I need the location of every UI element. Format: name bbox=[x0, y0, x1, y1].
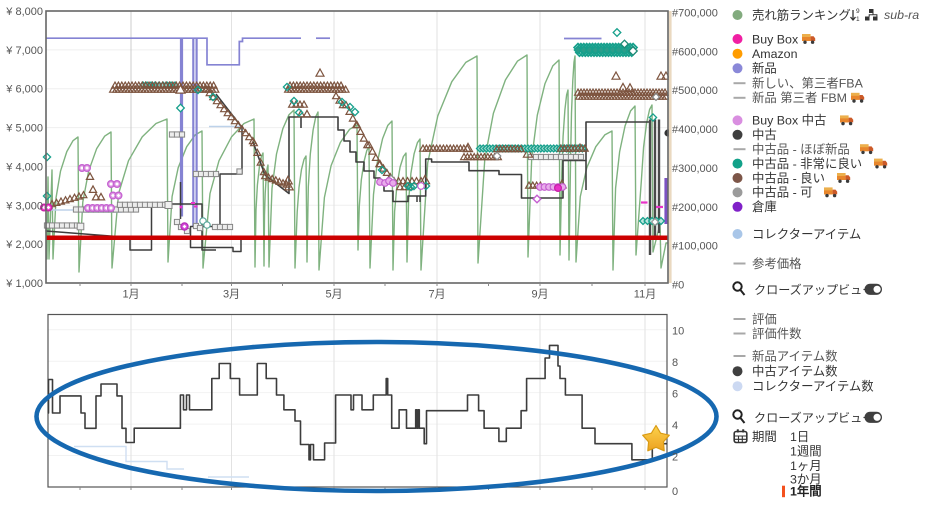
svg-text:9月: 9月 bbox=[531, 289, 548, 301]
svg-text:2: 2 bbox=[672, 452, 678, 464]
svg-text:#500,000: #500,000 bbox=[672, 85, 718, 97]
svg-text:クローズアップビュー: クローズアップビュー bbox=[754, 410, 874, 425]
svg-text:コレクターアイテム: コレクターアイテム bbox=[752, 227, 861, 241]
svg-text:0: 0 bbox=[672, 486, 678, 498]
svg-text:Amazon: Amazon bbox=[752, 47, 798, 61]
svg-text:#300,000: #300,000 bbox=[672, 163, 718, 175]
svg-text:新品アイテム数: 新品アイテム数 bbox=[752, 348, 838, 363]
svg-text:¥ 5,000: ¥ 5,000 bbox=[5, 123, 43, 135]
svg-text:中古品 - ほぼ新品: 中古品 - ほぼ新品 bbox=[752, 142, 850, 157]
svg-text:#700,000: #700,000 bbox=[672, 8, 718, 20]
svg-text:新品: 新品 bbox=[752, 61, 777, 76]
svg-text:期間: 期間 bbox=[752, 430, 777, 444]
svg-text:1日: 1日 bbox=[790, 430, 809, 444]
svg-text:#100,000: #100,000 bbox=[672, 241, 718, 253]
svg-text:#0: #0 bbox=[672, 280, 684, 292]
svg-text:#600,000: #600,000 bbox=[672, 46, 718, 58]
svg-text:コレクターアイテム数: コレクターアイテム数 bbox=[752, 379, 874, 394]
svg-text:Buy Box: Buy Box bbox=[752, 32, 799, 46]
svg-text:新品 第三者 FBM: 新品 第三者 FBM bbox=[752, 90, 847, 105]
svg-text:5月: 5月 bbox=[325, 289, 342, 301]
svg-text:8: 8 bbox=[672, 357, 678, 369]
svg-text:中古: 中古 bbox=[752, 127, 777, 142]
svg-text:4: 4 bbox=[672, 420, 678, 432]
svg-text:評価: 評価 bbox=[752, 311, 777, 326]
svg-text:倉庫: 倉庫 bbox=[752, 199, 777, 214]
svg-text:¥ 3,000: ¥ 3,000 bbox=[5, 200, 43, 212]
svg-text:#200,000: #200,000 bbox=[672, 202, 718, 214]
svg-text:10: 10 bbox=[672, 326, 684, 338]
svg-text:中古品 - 非常に良い: 中古品 - 非常に良い bbox=[752, 156, 862, 171]
svg-text:1: 1 bbox=[856, 16, 860, 23]
svg-text:参考価格: 参考価格 bbox=[752, 256, 802, 271]
svg-text:¥ 7,000: ¥ 7,000 bbox=[5, 45, 43, 57]
svg-text:11月: 11月 bbox=[634, 289, 656, 301]
svg-text:3か月: 3か月 bbox=[790, 473, 822, 487]
svg-text:1ヶ月: 1ヶ月 bbox=[790, 459, 822, 473]
svg-text:クローズアップビュー: クローズアップビュー bbox=[754, 282, 874, 297]
svg-text:¥ 6,000: ¥ 6,000 bbox=[5, 84, 43, 96]
svg-text:#400,000: #400,000 bbox=[672, 124, 718, 136]
svg-text:1月: 1月 bbox=[122, 289, 139, 301]
svg-text:7月: 7月 bbox=[428, 289, 445, 301]
svg-text:¥ 2,000: ¥ 2,000 bbox=[5, 239, 43, 251]
svg-text:¥ 4,000: ¥ 4,000 bbox=[5, 161, 43, 173]
svg-text:新しい、第三者FBA: 新しい、第三者FBA bbox=[752, 76, 864, 91]
svg-text:1年間: 1年間 bbox=[790, 484, 822, 499]
svg-text:sub-ra: sub-ra bbox=[884, 8, 919, 22]
svg-text:9: 9 bbox=[856, 8, 860, 15]
svg-text:¥ 1,000: ¥ 1,000 bbox=[5, 278, 43, 290]
svg-text:評価件数: 評価件数 bbox=[752, 326, 802, 341]
svg-text:中古品 - 良い: 中古品 - 良い bbox=[752, 170, 825, 185]
svg-text:売れ筋ランキング: 売れ筋ランキング bbox=[752, 7, 851, 22]
svg-text:1週間: 1週間 bbox=[790, 445, 822, 459]
svg-text:中古アイテム数: 中古アイテム数 bbox=[752, 364, 838, 379]
svg-text:¥ 8,000: ¥ 8,000 bbox=[5, 6, 43, 18]
svg-text:Buy Box 中古: Buy Box 中古 bbox=[752, 113, 826, 128]
svg-text:6: 6 bbox=[672, 389, 678, 401]
svg-text:3月: 3月 bbox=[223, 289, 240, 301]
svg-text:中古品 - 可: 中古品 - 可 bbox=[752, 185, 813, 200]
